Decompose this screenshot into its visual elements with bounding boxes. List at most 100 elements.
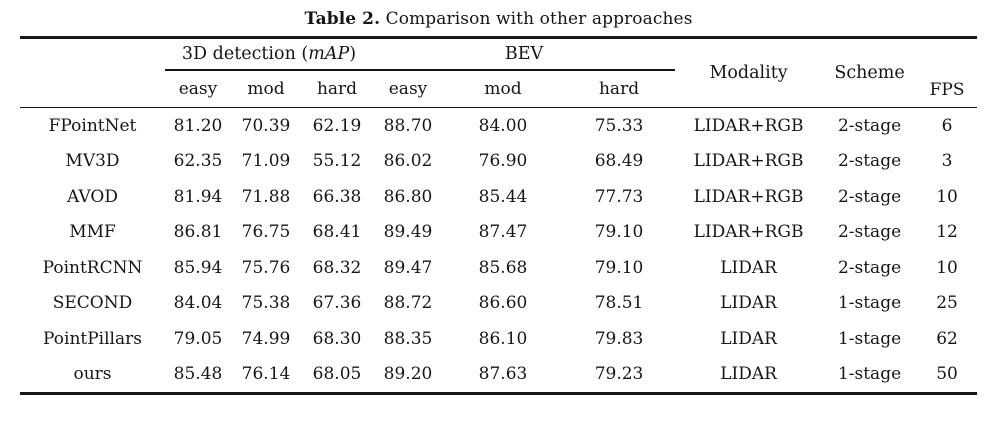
value-cell: 50	[936, 364, 958, 385]
table-row: SECOND 84.04 75.38 67.36 88.72 86.60 78.51 LIDA…	[20, 286, 977, 322]
sub-header-row: easy mod hard easy mod hard	[20, 70, 977, 108]
value-cell: 84.04	[173, 293, 223, 314]
value-cell: LIDAR+RGB	[693, 186, 804, 207]
value-cell: 79.10	[594, 222, 644, 243]
value-cell: LIDAR	[720, 328, 777, 349]
value-cell: 81.20	[173, 115, 223, 136]
value-cell: 86.02	[383, 151, 433, 172]
method-cell: AVOD	[67, 186, 118, 207]
value-cell: 12	[936, 222, 958, 243]
column-header-bev-hard: hard	[563, 70, 676, 108]
value-cell: 75.33	[594, 115, 644, 136]
group-header-bev: BEV	[373, 37, 676, 71]
value-cell: 66.38	[312, 186, 362, 207]
method-cell: ours	[73, 364, 112, 385]
table-header: 3D detection (mAP) BEV Modality Scheme F…	[20, 37, 978, 108]
value-cell: 68.32	[312, 257, 362, 278]
table-row: PointPillars 79.05 74.99 68.30 88.35 86.10 79.…	[20, 321, 977, 357]
table-row: MMF 86.81 76.75 68.41 89.49 87.47 79.10 LIDAR+R…	[20, 215, 977, 251]
value-cell: 1-stage	[837, 364, 902, 385]
value-cell: 88.70	[383, 115, 433, 136]
value-cell: 71.09	[241, 151, 291, 172]
value-cell: 2-stage	[837, 186, 902, 207]
method-cell: MMF	[69, 222, 116, 243]
value-cell: 10	[936, 186, 958, 207]
value-cell: 2-stage	[837, 151, 902, 172]
value-cell: LIDAR	[720, 257, 777, 278]
table-row: AVOD 81.94 71.88 66.38 86.80 85.44 77.73 LIDAR+…	[20, 179, 977, 215]
group-header-row: 3D detection (mAP) BEV Modality Scheme F…	[20, 37, 978, 108]
value-cell: 2-stage	[837, 115, 902, 136]
table-row: ours 85.48 76.14 68.05 89.20 87.63 79.23 LIDAR 1…	[20, 357, 977, 394]
value-cell: 79.23	[594, 364, 644, 385]
group-header-3d-suffix: )	[349, 44, 357, 64]
value-cell: 55.12	[312, 151, 362, 172]
value-cell: 76.75	[241, 222, 291, 243]
value-cell: 85.94	[173, 257, 223, 278]
value-cell: 76.90	[478, 151, 528, 172]
value-cell: 2-stage	[837, 257, 902, 278]
value-cell: 88.72	[383, 293, 433, 314]
column-header-3d-hard: hard	[301, 70, 374, 108]
value-cell: 79.05	[173, 328, 223, 349]
value-cell: 84.00	[478, 115, 528, 136]
value-cell: 89.49	[383, 222, 433, 243]
value-cell: 77.73	[594, 186, 644, 207]
column-header-3d-mod: mod	[231, 70, 301, 108]
value-cell: 79.10	[594, 257, 644, 278]
value-cell: 62.19	[312, 115, 362, 136]
value-cell: 70.39	[241, 115, 291, 136]
value-cell: 68.49	[594, 151, 644, 172]
value-cell: LIDAR+RGB	[693, 115, 804, 136]
value-cell: 79.83	[594, 328, 644, 349]
value-cell: LIDAR	[720, 364, 777, 385]
table-caption-text: Comparison with other approaches	[380, 9, 693, 29]
group-header-3d-prefix: 3D detection (	[181, 44, 309, 64]
value-cell: 78.51	[594, 293, 644, 314]
group-header-3d-map-italic: mAP	[308, 44, 350, 64]
table-row: FPointNet 81.20 70.39 62.19 88.70 84.00 75.33 L…	[20, 108, 977, 144]
value-cell: 87.63	[478, 364, 528, 385]
value-cell: 71.88	[241, 186, 291, 207]
comparison-table: 3D detection (mAP) BEV Modality Scheme F…	[20, 36, 978, 395]
value-cell: 68.30	[312, 328, 362, 349]
table-caption: Table 2. Comparison with other approache…	[0, 0, 997, 29]
value-cell: 1-stage	[837, 293, 902, 314]
group-header-3d-detection: 3D detection (mAP)	[165, 37, 374, 71]
table-row: MV3D 62.35 71.09 55.12 86.02 76.90 68.49 LIDAR+…	[20, 144, 977, 180]
value-cell: LIDAR	[720, 293, 777, 314]
table-body: FPointNet 81.20 70.39 62.19 88.70 84.00 75.33 L…	[20, 108, 977, 394]
value-cell: 86.81	[173, 222, 223, 243]
value-cell: 75.38	[241, 293, 291, 314]
value-cell: 25	[936, 293, 958, 314]
value-cell: LIDAR+RGB	[693, 151, 804, 172]
column-header-fps: FPS	[917, 37, 978, 108]
value-cell: LIDAR+RGB	[693, 222, 804, 243]
column-header-3d-easy: easy	[165, 70, 231, 108]
table-caption-label: Table 2.	[304, 9, 381, 29]
value-cell: 85.68	[478, 257, 528, 278]
method-cell: SECOND	[52, 293, 133, 314]
value-cell: 76.14	[241, 364, 291, 385]
table-row: PointRCNN 85.94 75.76 68.32 89.47 85.68 79.10 L…	[20, 250, 977, 286]
method-column-header	[20, 37, 165, 108]
method-cell: FPointNet	[48, 115, 137, 136]
value-cell: 87.47	[478, 222, 528, 243]
value-cell: 86.60	[478, 293, 528, 314]
value-cell: 68.05	[312, 364, 362, 385]
value-cell: 85.48	[173, 364, 223, 385]
column-header-bev-easy: easy	[373, 70, 444, 108]
value-cell: 86.10	[478, 328, 528, 349]
value-cell: 62	[936, 328, 958, 349]
method-cell: PointPillars	[43, 328, 142, 349]
value-cell: 2-stage	[837, 222, 902, 243]
value-cell: 81.94	[173, 186, 223, 207]
value-cell: 85.44	[478, 186, 528, 207]
value-cell: 86.80	[383, 186, 433, 207]
value-cell: 67.36	[312, 293, 362, 314]
method-cell: PointRCNN	[42, 257, 143, 278]
column-header-bev-mod: mod	[443, 70, 564, 108]
method-cell: MV3D	[65, 151, 120, 172]
column-header-scheme: Scheme	[822, 37, 918, 108]
